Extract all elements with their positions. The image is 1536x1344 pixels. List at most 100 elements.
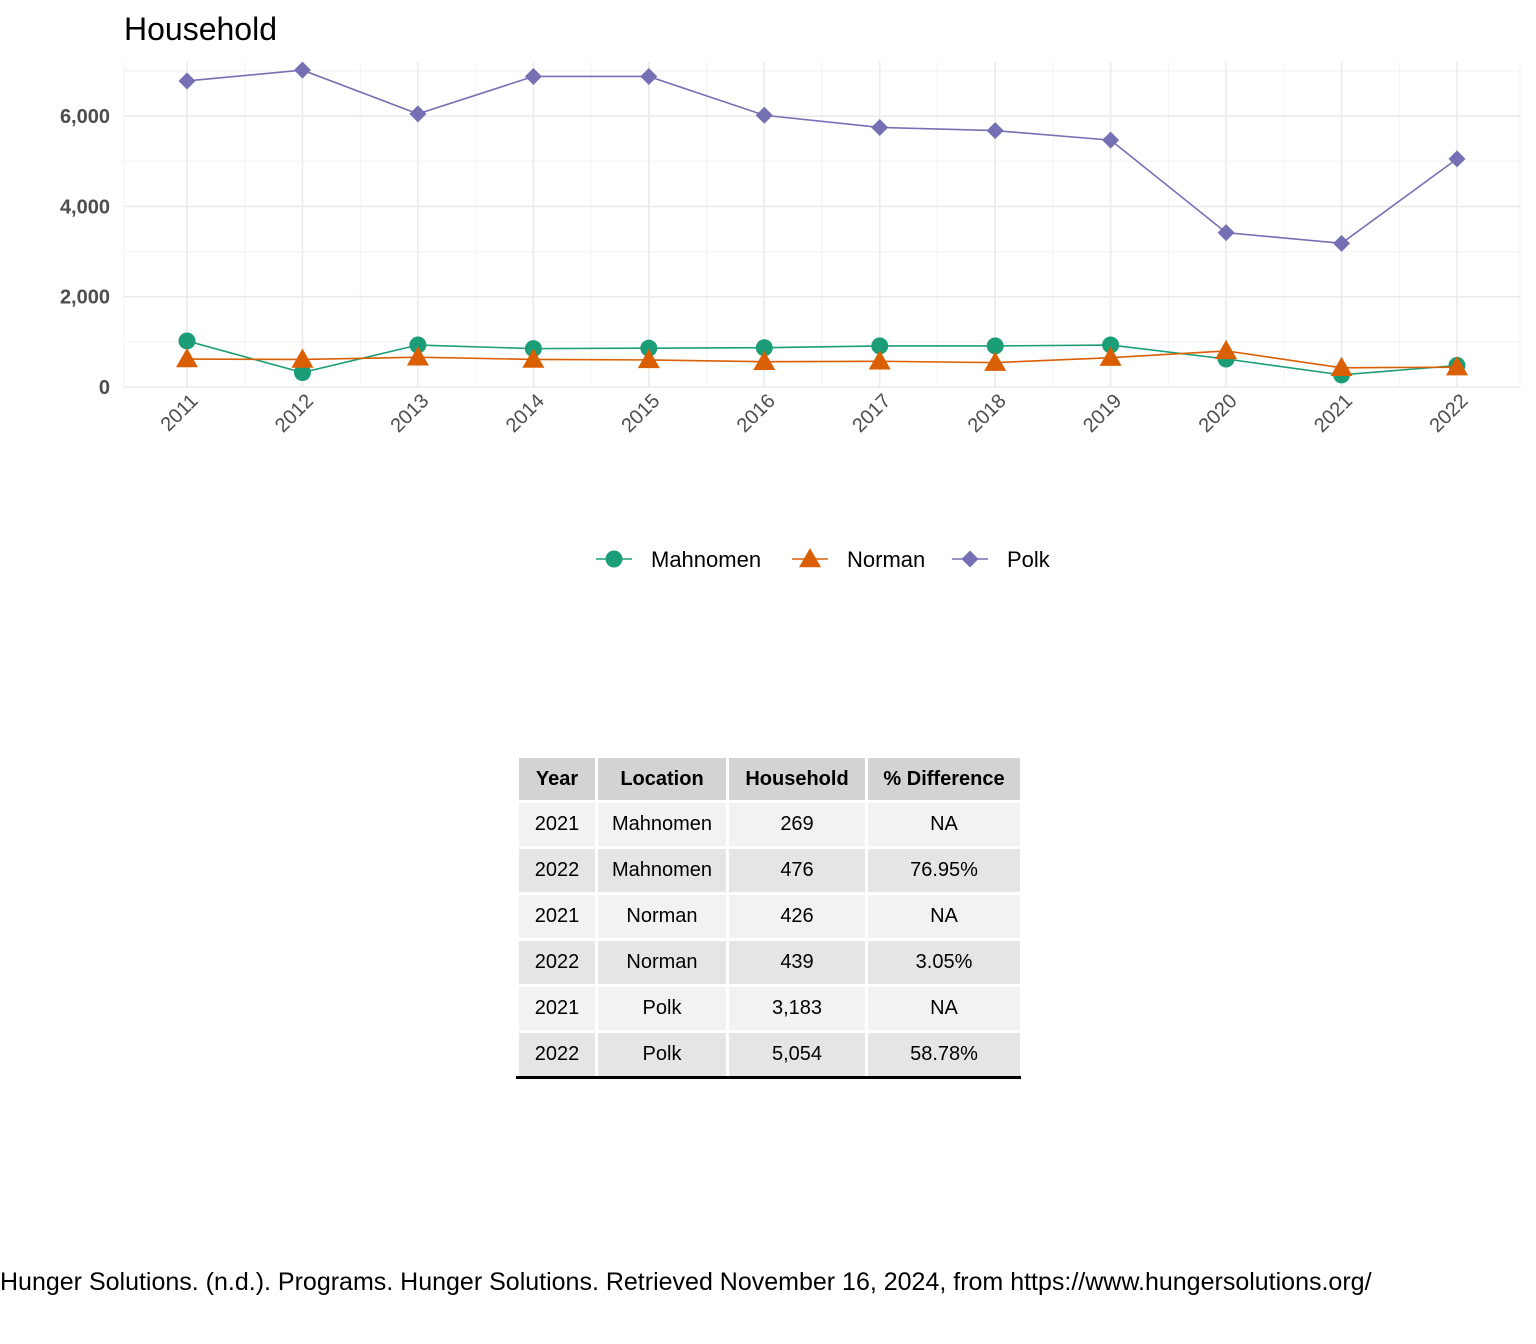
data-point-polk bbox=[293, 61, 311, 79]
cell-pct-difference: NA bbox=[868, 895, 1020, 938]
cell-year: 2021 bbox=[519, 803, 595, 846]
data-point-norman bbox=[1215, 339, 1238, 360]
x-tick-label: 2011 bbox=[157, 390, 203, 436]
cell-pct-difference: NA bbox=[868, 803, 1020, 846]
x-tick-label: 2018 bbox=[964, 390, 1011, 437]
header-location: Location bbox=[598, 758, 726, 800]
series-line-norman bbox=[186, 350, 1458, 369]
cell-location: Mahnomen bbox=[598, 849, 726, 892]
data-point-norman bbox=[406, 346, 429, 366]
header-household: Household bbox=[729, 758, 865, 800]
cell-location: Polk bbox=[598, 1033, 726, 1076]
series-mahnomen bbox=[178, 332, 1466, 384]
series-line-mahnomen bbox=[186, 340, 1458, 376]
legend: Mahnomen Norman Polk bbox=[596, 547, 1051, 572]
chart-title: Household bbox=[124, 11, 277, 47]
y-axis-tick-labels: 0 2,000 4,000 6,000 bbox=[60, 106, 110, 399]
cell-location: Polk bbox=[598, 987, 726, 1030]
legend-label-polk: Polk bbox=[1007, 547, 1051, 572]
data-point-mahnomen bbox=[755, 339, 773, 357]
legend-key-circle bbox=[605, 550, 623, 568]
data-point-norman bbox=[176, 348, 198, 368]
x-tick-label: 2022 bbox=[1426, 390, 1473, 437]
data-point-mahnomen bbox=[640, 339, 658, 357]
data-point-polk bbox=[409, 105, 427, 123]
data-point-norman bbox=[1446, 356, 1468, 376]
data-point-polk bbox=[871, 118, 889, 136]
cell-location: Mahnomen bbox=[598, 803, 726, 846]
series-lines bbox=[176, 61, 1468, 384]
data-point-polk bbox=[524, 67, 542, 85]
cell-pct-difference: 58.78% bbox=[868, 1033, 1020, 1076]
cell-pct-difference: NA bbox=[868, 987, 1020, 1030]
data-point-mahnomen bbox=[1102, 336, 1120, 354]
legend-item-mahnomen: Mahnomen bbox=[596, 547, 761, 572]
cell-year: 2022 bbox=[519, 941, 595, 984]
data-point-polk bbox=[1448, 150, 1466, 168]
cell-household: 476 bbox=[729, 849, 865, 892]
header-pct-difference: % Difference bbox=[868, 758, 1020, 800]
series-line-polk bbox=[186, 69, 1458, 245]
table-row: 2021 Norman 426 NA bbox=[519, 895, 1020, 938]
data-point-polk bbox=[1217, 224, 1235, 242]
x-tick-label: 2014 bbox=[502, 390, 549, 437]
data-point-norman bbox=[1330, 356, 1353, 377]
data-point-norman bbox=[868, 350, 891, 370]
data-point-norman bbox=[1099, 346, 1122, 366]
cell-household: 269 bbox=[729, 803, 865, 846]
data-point-mahnomen bbox=[986, 337, 1004, 355]
cell-household: 439 bbox=[729, 941, 865, 984]
legend-item-polk: Polk bbox=[952, 547, 1051, 572]
x-tick-label: 2013 bbox=[386, 390, 433, 437]
data-point-mahnomen bbox=[293, 364, 311, 382]
data-point-norman bbox=[637, 348, 660, 369]
table-row: 2022 Mahnomen 476 76.95% bbox=[519, 849, 1020, 892]
summary-table: Year Location Household % Difference 202… bbox=[516, 755, 1023, 1079]
cell-year: 2022 bbox=[519, 1033, 595, 1076]
data-point-mahnomen bbox=[409, 336, 427, 354]
cell-household: 5,054 bbox=[729, 1033, 865, 1076]
x-tick-label: 2021 bbox=[1310, 390, 1357, 437]
y-tick-label: 0 bbox=[99, 377, 110, 399]
y-tick-label: 2,000 bbox=[60, 287, 110, 309]
y-tick-label: 4,000 bbox=[60, 196, 110, 218]
table-row: 2022 Norman 439 3.05% bbox=[519, 941, 1020, 984]
cell-year: 2022 bbox=[519, 849, 595, 892]
y-tick-label: 6,000 bbox=[60, 106, 110, 128]
legend-key-diamond bbox=[961, 550, 979, 568]
series-norman bbox=[176, 339, 1468, 377]
data-point-polk bbox=[178, 72, 196, 90]
cell-household: 426 bbox=[729, 895, 865, 938]
data-point-norman bbox=[984, 351, 1007, 371]
data-point-polk bbox=[640, 67, 658, 85]
legend-label-norman: Norman bbox=[847, 547, 925, 572]
x-tick-label: 2016 bbox=[733, 390, 780, 437]
cell-household: 3,183 bbox=[729, 987, 865, 1030]
cell-location: Norman bbox=[598, 941, 726, 984]
cell-location: Norman bbox=[598, 895, 726, 938]
x-axis-tick-labels: 2011 2012 2013 2014 2015 2016 2017 2018 2019 2020… bbox=[157, 390, 1473, 437]
x-tick-label: 2019 bbox=[1079, 390, 1126, 437]
table-row: 2021 Polk 3,183 NA bbox=[519, 987, 1020, 1030]
table-header-row: Year Location Household % Difference bbox=[519, 758, 1020, 800]
source-citation: Hunger Solutions. (n.d.). Programs. Hung… bbox=[0, 1268, 1372, 1296]
data-point-mahnomen bbox=[178, 332, 196, 350]
cell-year: 2021 bbox=[519, 895, 595, 938]
table-bottom-rule bbox=[516, 1076, 1021, 1079]
data-point-norman bbox=[291, 348, 314, 368]
grid-lines bbox=[123, 62, 1521, 388]
data-point-polk bbox=[1333, 234, 1351, 252]
table-row: 2021 Mahnomen 269 NA bbox=[519, 803, 1020, 846]
cell-year: 2021 bbox=[519, 987, 595, 1030]
x-tick-label: 2020 bbox=[1195, 390, 1242, 437]
legend-key-triangle bbox=[799, 548, 821, 568]
data-point-polk bbox=[1102, 131, 1120, 149]
series-polk bbox=[178, 61, 1466, 252]
x-tick-label: 2017 bbox=[848, 390, 895, 437]
data-point-polk bbox=[986, 122, 1004, 140]
data-point-norman bbox=[522, 348, 545, 368]
cell-pct-difference: 76.95% bbox=[868, 849, 1020, 892]
table-row: 2022 Polk 5,054 58.78% bbox=[519, 1033, 1020, 1076]
legend-item-norman: Norman bbox=[792, 547, 925, 572]
